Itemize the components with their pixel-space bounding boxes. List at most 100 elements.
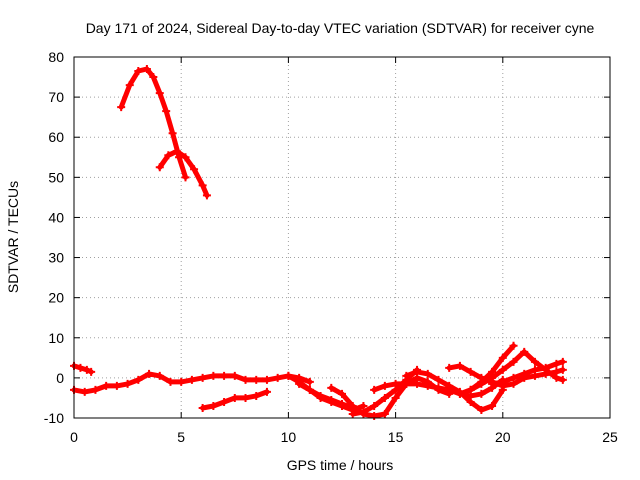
data-point: [413, 379, 422, 388]
data-point: [380, 381, 389, 390]
data-point: [445, 363, 454, 372]
data-point: [477, 405, 486, 414]
series-arc-high: [118, 66, 188, 180]
data-point: [509, 357, 518, 366]
data-point: [530, 365, 539, 374]
data-point: [370, 385, 379, 394]
data-point: [198, 373, 207, 382]
data-point: [117, 103, 126, 112]
x-tick-label: 15: [388, 429, 404, 445]
data-point: [112, 381, 121, 390]
data-point: [284, 371, 293, 380]
data-point: [162, 107, 171, 116]
data-point: [391, 393, 400, 402]
data-point: [380, 393, 389, 402]
series-low-6: [328, 375, 452, 419]
data-point: [198, 181, 207, 190]
data-point: [262, 387, 271, 396]
data-point: [413, 367, 422, 376]
data-point: [370, 401, 379, 410]
data-point: [530, 357, 539, 366]
data-point: [82, 365, 91, 374]
data-point: [402, 371, 411, 380]
data-point: [402, 379, 411, 388]
y-tick-label: 60: [48, 129, 64, 145]
data-point: [241, 375, 250, 384]
series-low-11: [468, 349, 566, 393]
x-tick-label: 5: [177, 429, 185, 445]
data-point: [348, 401, 357, 410]
data-point: [91, 385, 100, 394]
data-point: [252, 391, 261, 400]
data-point: [520, 347, 529, 356]
data-point: [445, 381, 454, 390]
data-point: [477, 377, 486, 386]
data-point: [230, 371, 239, 380]
data-point: [552, 359, 561, 368]
data-point: [455, 361, 464, 370]
data-point: [552, 373, 561, 382]
data-point: [391, 379, 400, 388]
data-point: [316, 391, 325, 400]
grid: [74, 57, 610, 418]
data-point: [434, 375, 443, 384]
data-point: [172, 147, 181, 156]
data-point: [359, 407, 368, 416]
data-point: [295, 379, 304, 388]
chart-title: Day 171 of 2024, Sidereal Day-to-day VTE…: [86, 20, 595, 36]
x-tick-label: 10: [281, 429, 297, 445]
x-tick-label: 25: [602, 429, 618, 445]
data-point: [455, 389, 464, 398]
data-point: [338, 389, 346, 398]
data-point: [558, 365, 567, 374]
data-point: [123, 379, 132, 388]
data-point: [509, 341, 518, 350]
plot-area: [70, 65, 567, 420]
data-point: [305, 377, 314, 386]
data-point: [434, 383, 443, 392]
data-point: [423, 369, 432, 378]
data-point: [348, 409, 357, 418]
data-point: [76, 363, 85, 372]
data-point: [142, 65, 151, 74]
y-axis-label: SDTVAR / TECUs: [5, 181, 21, 293]
data-point: [498, 377, 507, 386]
data-point: [509, 373, 518, 382]
y-tick-label: 30: [48, 250, 64, 266]
data-point: [155, 371, 164, 380]
data-point: [477, 389, 486, 398]
data-point: [327, 383, 336, 392]
x-axis-label: GPS time / hours: [287, 457, 394, 473]
data-point: [209, 371, 218, 380]
series-low-9: [403, 369, 506, 413]
axis-ticks: 0 5 10 15 20 25 -10 0 10 20 30 40 50 60 70 80: [44, 49, 618, 445]
data-point: [423, 381, 432, 390]
data-point: [488, 367, 497, 376]
data-point: [134, 375, 143, 384]
data-point: [305, 385, 314, 394]
data-point: [498, 365, 507, 374]
data-point: [273, 373, 282, 382]
data-point: [155, 163, 164, 172]
data-point: [164, 151, 173, 160]
data-point: [149, 73, 158, 82]
data-point: [209, 401, 218, 410]
data-point: [190, 165, 199, 174]
data-point: [80, 387, 89, 396]
data-point: [155, 89, 164, 98]
x-tick-label: 20: [495, 429, 511, 445]
data-point: [177, 377, 186, 386]
y-tick-label: 10: [48, 330, 64, 346]
data-point: [520, 369, 529, 378]
data-point: [187, 375, 196, 384]
data-point: [370, 411, 379, 420]
data-point: [181, 173, 190, 182]
data-point: [488, 401, 497, 410]
data-point: [202, 191, 211, 200]
y-tick-label: -10: [44, 410, 64, 426]
data-point: [102, 381, 111, 390]
y-tick-label: 40: [48, 209, 64, 225]
data-point: [166, 377, 175, 386]
plot-frame: [73, 56, 611, 419]
y-tick-label: 70: [48, 89, 64, 105]
